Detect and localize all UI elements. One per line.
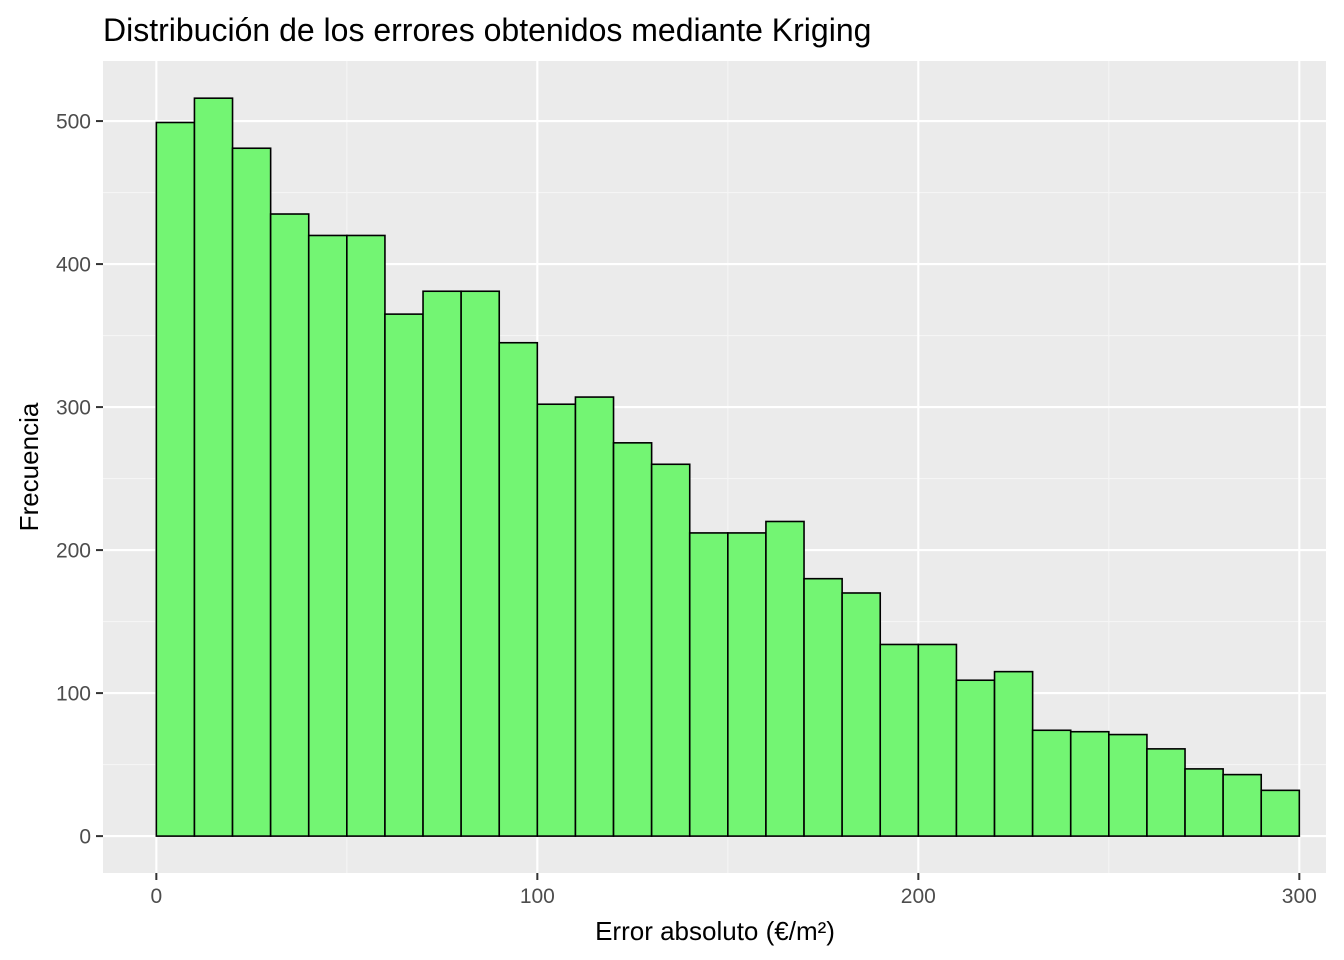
histogram-bar (269, 213, 310, 837)
histogram-bar (1108, 733, 1148, 837)
histogram-bar (307, 234, 348, 837)
histogram-bar (346, 234, 386, 837)
y-axis-title: Frecuencia (14, 402, 44, 531)
histogram-bar (765, 520, 805, 837)
histogram-bar (841, 592, 882, 837)
histogram-bar (1222, 773, 1263, 837)
x-axis: 0 100 200 300 (150, 873, 1317, 908)
histogram-bar (803, 577, 843, 837)
histogram-bar (536, 403, 577, 837)
histogram-bar (1031, 729, 1072, 837)
y-tick-label: 400 (56, 254, 91, 277)
x-tick-label: 100 (520, 885, 555, 908)
x-axis-title: Error absoluto (€/m²) (595, 916, 835, 946)
histogram-bar (650, 463, 691, 837)
histogram-bar (993, 670, 1034, 837)
y-axis: 0 100 200 300 400 500 (56, 111, 103, 849)
x-tick-label: 300 (1282, 885, 1317, 908)
histogram-bars (155, 97, 1301, 837)
histogram-bar (688, 532, 729, 837)
histogram-bar (155, 121, 196, 837)
histogram-bar (231, 147, 272, 837)
histogram-bar (460, 290, 501, 837)
histogram-bar (384, 313, 424, 837)
histogram-bar (422, 290, 462, 837)
histogram-bar (917, 643, 958, 837)
histogram-bar (879, 643, 920, 837)
y-tick-label: 500 (56, 111, 91, 134)
histogram-bar (574, 396, 615, 837)
y-tick-label: 200 (56, 540, 91, 563)
histogram-bar (955, 679, 996, 837)
x-tick-label: 200 (901, 885, 936, 908)
histogram-bar (193, 97, 234, 837)
histogram-bar (612, 442, 653, 837)
histogram-bar (1146, 748, 1186, 837)
histogram-bar (498, 341, 539, 837)
y-tick-label: 0 (79, 826, 91, 849)
chart-title: Distribución de los errores obtenidos me… (103, 12, 871, 48)
histogram-bar (1069, 730, 1110, 837)
y-tick-label: 100 (56, 683, 91, 706)
histogram-bar (1184, 768, 1224, 837)
x-tick-label: 0 (150, 885, 162, 908)
histogram-bar (1260, 789, 1301, 837)
y-tick-label: 300 (56, 397, 91, 420)
histogram-bar (727, 532, 767, 837)
